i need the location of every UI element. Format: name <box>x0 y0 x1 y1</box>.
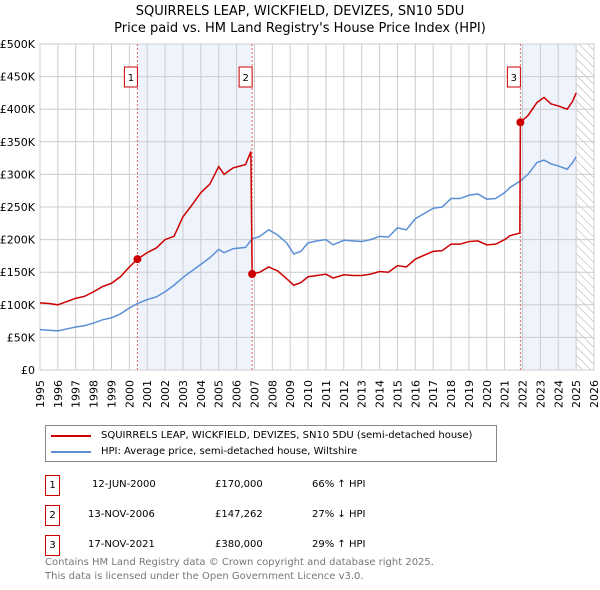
x-tick-label: 2022 <box>517 380 530 408</box>
y-tick-label: £250K <box>0 201 36 214</box>
x-tick-label: 2023 <box>534 380 547 408</box>
sale-date: 13-NOV-2006 <box>88 509 155 520</box>
x-tick-label: 2003 <box>177 380 190 408</box>
y-tick-label: £350K <box>0 136 36 149</box>
y-tick-label: £50K <box>7 331 36 344</box>
sale-point <box>248 269 257 278</box>
y-tick-label: £0 <box>21 364 35 377</box>
legend-swatch <box>51 435 91 437</box>
x-tick-label: 2010 <box>302 380 315 408</box>
x-tick-label: 2002 <box>159 380 172 408</box>
x-tick-label: 2017 <box>427 380 440 408</box>
x-tick-label: 1997 <box>70 380 83 408</box>
y-tick-label: £400K <box>0 103 36 116</box>
legend-item-hpi: HPI: Average price, semi-detached house,… <box>51 446 357 458</box>
x-tick-label: 2015 <box>391 380 404 408</box>
x-tick-label: 2024 <box>552 380 565 408</box>
sale-number: 2 <box>45 505 60 526</box>
x-tick-label: 2009 <box>284 380 297 408</box>
x-tick-label: 2026 <box>588 380 600 408</box>
x-tick-label: 2013 <box>356 380 369 408</box>
footer-line: This data is licensed under the Open Gov… <box>45 571 364 582</box>
sale-row: 3 17-NOV-2021 £380,000 29% ↑ HPI <box>45 535 445 556</box>
sale-date: 12-JUN-2000 <box>92 479 156 490</box>
x-tick-label: 2005 <box>213 380 226 408</box>
x-tick-label: 2001 <box>141 380 154 408</box>
sale-price: £380,000 <box>215 539 263 550</box>
chart-subtitle: Price paid vs. HM Land Registry's House … <box>114 21 486 36</box>
sale-hpi-diff: 29% ↑ HPI <box>312 539 366 550</box>
y-tick-label: £150K <box>0 266 36 279</box>
sale-hpi-diff: 27% ↓ HPI <box>312 509 366 520</box>
legend-label: HPI: Average price, semi-detached house,… <box>101 446 358 457</box>
y-tick-label: £500K <box>0 38 36 51</box>
legend: SQUIRRELS LEAP, WICKFIELD, DEVIZES, SN10… <box>45 425 497 462</box>
x-tick-label: 1996 <box>52 380 65 408</box>
legend-swatch <box>51 451 91 453</box>
x-tick-label: 2008 <box>266 380 279 408</box>
x-tick-label: 2019 <box>463 380 476 408</box>
sale-label-box <box>123 66 138 88</box>
sale-label: 2 <box>242 73 248 84</box>
x-tick-label: 2004 <box>195 380 208 408</box>
x-tick-label: 1999 <box>105 380 118 408</box>
sale-label: 3 <box>511 73 517 84</box>
x-tick-label: 2020 <box>481 380 494 408</box>
sale-label-box <box>506 66 521 88</box>
x-tick-label: 2021 <box>499 380 512 408</box>
sale-label: 1 <box>128 73 134 84</box>
sale-hpi-diff: 66% ↑ HPI <box>312 479 366 490</box>
chart-title: SQUIRRELS LEAP, WICKFIELD, DEVIZES, SN10… <box>135 4 465 19</box>
plot-area: 1995 1996 1997 1998 1999 2000 2001 2002 2003 2004… <box>0 38 600 408</box>
x-tick-label: 2000 <box>123 380 136 408</box>
y-tick-label: £450K <box>0 71 36 84</box>
legend-item-property: SQUIRRELS LEAP, WICKFIELD, DEVIZES, SN10… <box>51 430 472 442</box>
x-tick-label: 1995 <box>34 380 47 408</box>
x-tick-label: 2025 <box>570 380 583 408</box>
sale-point <box>133 255 142 264</box>
sale-number: 3 <box>45 535 60 556</box>
x-tick-label: 2016 <box>409 380 422 408</box>
x-tick-label: 2007 <box>248 380 261 408</box>
x-tick-label: 2006 <box>231 380 244 408</box>
sale-number: 1 <box>45 475 60 496</box>
x-tick-label: 2012 <box>338 380 351 408</box>
sale-price: £170,000 <box>215 479 263 490</box>
y-tick-label: £100K <box>0 299 36 312</box>
sale-label-box <box>238 66 253 88</box>
sale-price: £147,262 <box>215 509 263 520</box>
plot-border <box>39 43 595 371</box>
x-tick-label: 1998 <box>88 380 101 408</box>
y-tick-label: £300K <box>0 168 36 181</box>
legend-label: SQUIRRELS LEAP, WICKFIELD, DEVIZES, SN10… <box>101 430 473 441</box>
sale-point <box>516 118 525 127</box>
x-tick-label: 2011 <box>320 380 333 408</box>
sale-row: 1 12-JUN-2000 £170,000 66% ↑ HPI <box>45 475 445 496</box>
y-tick-label: £200K <box>0 234 36 247</box>
x-tick-label: 2018 <box>445 380 458 408</box>
footer-line: Contains HM Land Registry data © Crown c… <box>45 557 434 568</box>
hpi-line <box>39 156 577 332</box>
sale-date: 17-NOV-2021 <box>88 539 155 550</box>
x-tick-label: 2014 <box>374 380 387 408</box>
sale-row: 2 13-NOV-2006 £147,262 27% ↓ HPI <box>45 505 445 526</box>
